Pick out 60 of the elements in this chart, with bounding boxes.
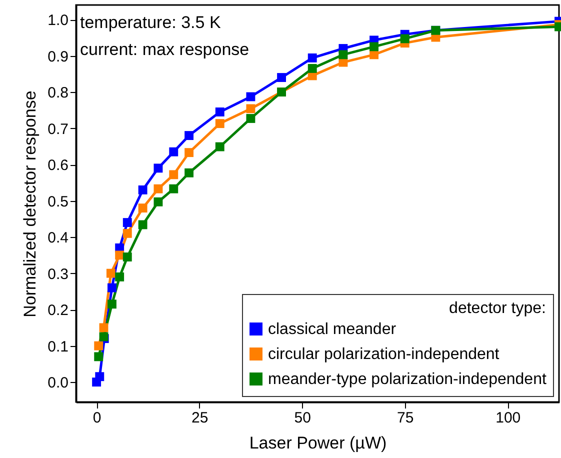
point [246,104,256,114]
annotation: temperature: 3.5 K [80,13,222,32]
point [184,131,194,140]
point [184,148,194,158]
y-tick-label: 0.5 [48,193,68,210]
point [107,300,116,309]
y-tick-label: 0.4 [48,230,68,247]
point [122,228,132,238]
y-tick-label: 0.7 [48,120,68,138]
y-tick-label: 0.1 [48,338,68,356]
point [107,283,116,292]
point [99,323,108,332]
point [138,185,148,194]
point [138,220,148,230]
y-tick-label: 0.6 [48,157,68,174]
x-tick-label: 25 [191,410,208,426]
y-tick-label: 0.9 [48,48,68,66]
point [400,34,410,44]
point [95,372,104,382]
point [115,250,124,260]
x-tick-label: 100 [496,410,521,426]
point [122,252,132,262]
point [115,272,124,282]
point [94,341,104,350]
y-tick-label: 0.3 [48,266,68,283]
legend-label: meander-type polarization-independent [268,371,547,388]
point [277,73,286,82]
y-tick-label: 1.0 [48,12,68,29]
y-tick-label: 0.0 [48,374,68,392]
point [106,268,116,278]
point [215,119,224,128]
legend-label: classical meander [268,321,397,338]
point [122,218,132,228]
point [215,107,224,116]
point [138,204,148,213]
point [246,114,256,123]
y-tick-label: 0.2 [48,302,68,320]
y-axis-title: Normalized detector response [20,90,40,318]
legend-title: detector type: [449,300,546,317]
point [169,184,178,194]
point [246,92,256,102]
point [338,50,348,60]
x-tick-label: 50 [294,410,311,426]
x-tick-label: 75 [397,410,414,426]
point [308,64,317,73]
point [154,184,163,194]
x-tick-label: 0 [92,410,102,426]
point [94,352,104,362]
y-tick-label: 0.8 [48,84,68,102]
x-axis-title: Laser Power (µW) [249,434,387,452]
point [184,168,194,178]
legend-label: circular polarization-independent [268,346,500,363]
point [308,53,317,62]
point [169,147,178,156]
point [370,42,378,52]
point [215,142,224,152]
point [154,197,163,206]
point [154,164,163,173]
point [169,170,178,180]
annotation: current: max response [80,40,250,59]
